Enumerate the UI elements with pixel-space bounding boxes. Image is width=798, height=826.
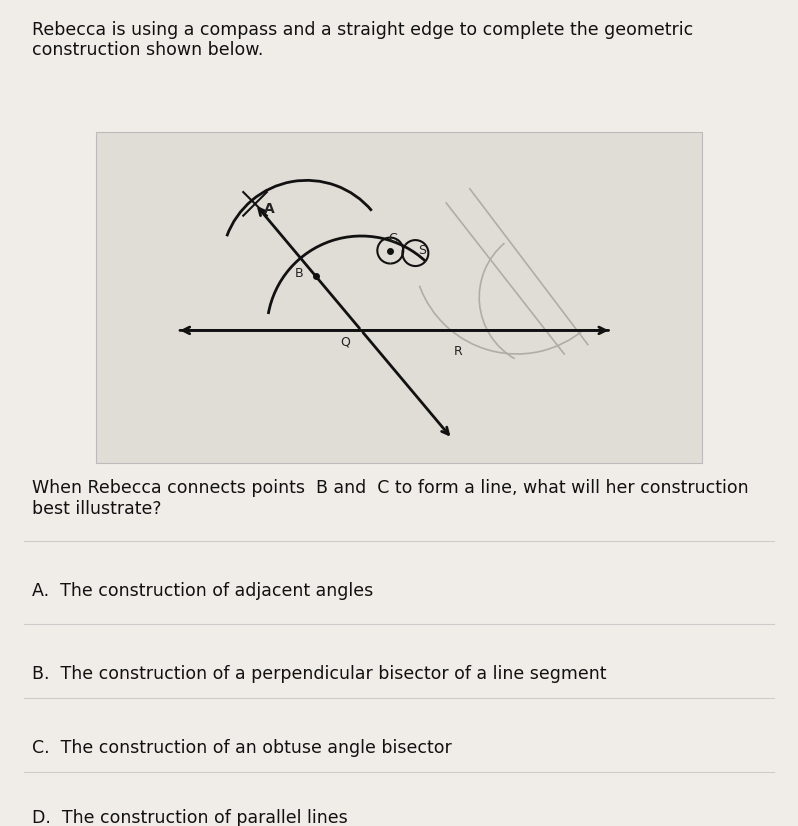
FancyBboxPatch shape bbox=[96, 132, 702, 463]
Text: A.  The construction of adjacent angles: A. The construction of adjacent angles bbox=[32, 582, 373, 601]
Text: S: S bbox=[418, 244, 426, 257]
Text: Rebecca is using a compass and a straight edge to complete the geometric
constru: Rebecca is using a compass and a straigh… bbox=[32, 21, 693, 59]
Text: B: B bbox=[295, 268, 303, 280]
Text: A: A bbox=[264, 202, 275, 216]
Text: Q: Q bbox=[340, 335, 350, 348]
Text: D.  The construction of parallel lines: D. The construction of parallel lines bbox=[32, 809, 348, 826]
Text: When Rebecca connects points  B and  C to form a line, what will her constructio: When Rebecca connects points B and C to … bbox=[32, 479, 749, 518]
Text: C.  The construction of an obtuse angle bisector: C. The construction of an obtuse angle b… bbox=[32, 739, 452, 757]
Text: B.  The construction of a perpendicular bisector of a line segment: B. The construction of a perpendicular b… bbox=[32, 665, 606, 683]
Text: C: C bbox=[389, 232, 397, 245]
Text: R: R bbox=[453, 344, 462, 358]
